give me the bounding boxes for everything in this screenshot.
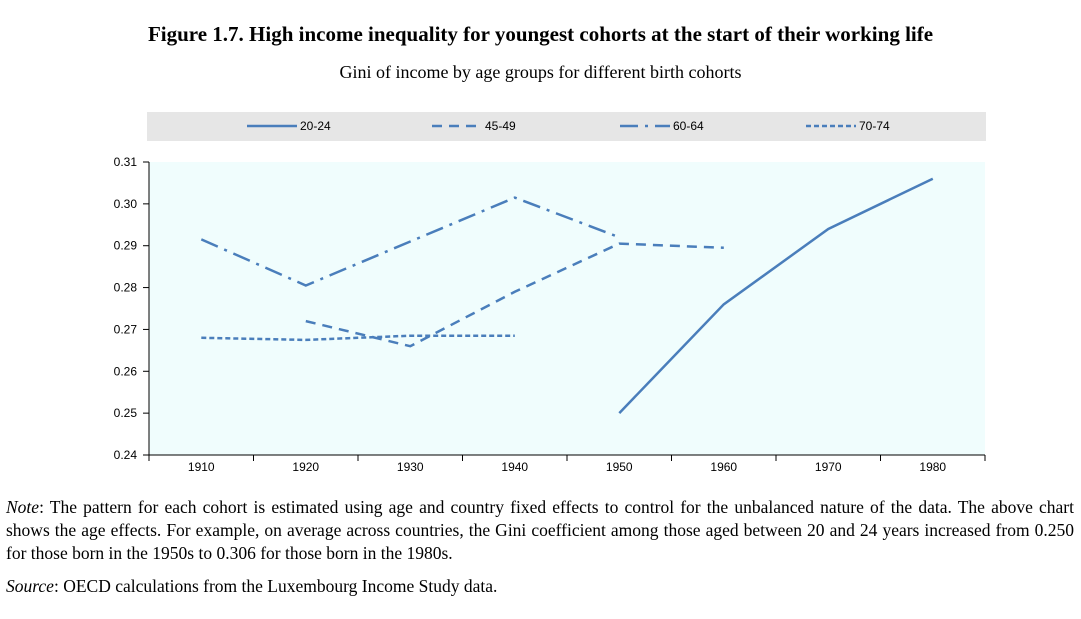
plot-area xyxy=(149,162,985,455)
y-tick-label: 0.27 xyxy=(114,322,138,336)
note-paragraph: Note: The pattern for each cohort is est… xyxy=(6,496,1074,565)
y-tick-label: 0.25 xyxy=(114,406,138,420)
x-tick-label: 1970 xyxy=(815,460,842,474)
x-tick-label: 1950 xyxy=(606,460,633,474)
x-tick-label: 1930 xyxy=(397,460,424,474)
legend: 20-24 45-49 60-64 70-74 xyxy=(247,119,890,133)
figure-title: Figure 1.7. High income inequality for y… xyxy=(147,22,934,46)
source-paragraph: Source: OECD calculations from the Luxem… xyxy=(6,575,1074,598)
y-tick-label: 0.30 xyxy=(114,197,138,211)
series-group xyxy=(200,177,934,414)
y-tick-label: 0.24 xyxy=(114,448,138,462)
x-tick-label: 1980 xyxy=(919,460,946,474)
x-tick-label: 1920 xyxy=(292,460,319,474)
series-line-45-49 xyxy=(305,242,724,348)
series-line-60-64 xyxy=(200,196,620,287)
legend-label-20-24: 20-24 xyxy=(300,119,331,133)
y-tick-label: 0.26 xyxy=(114,364,138,378)
series-line-70-74 xyxy=(201,334,515,342)
y-tick-label: 0.29 xyxy=(114,239,138,253)
legend-label-60-64: 60-64 xyxy=(673,119,704,133)
y-tick-label: 0.31 xyxy=(114,155,138,169)
x-tick-label: 1910 xyxy=(188,460,215,474)
x-tick-label: 1960 xyxy=(710,460,737,474)
source-label: Source xyxy=(6,576,54,596)
note-label: Note xyxy=(6,497,40,517)
x-tick-label: 1940 xyxy=(501,460,528,474)
axes: 0.24 0.25 0.26 0.27 0.28 0.29 0.30 0.31 1910 1920… xyxy=(114,155,986,474)
legend-label-45-49: 45-49 xyxy=(485,119,516,133)
series-line-20-24 xyxy=(618,177,934,414)
legend-label-70-74: 70-74 xyxy=(859,119,890,133)
line-chart: 20-24 45-49 60-64 70-74 0.240.250.260.270.2… xyxy=(114,112,986,474)
figure-subtitle: Gini of income by age groups for differe… xyxy=(339,62,742,82)
notes-block: Note: The pattern for each cohort is est… xyxy=(6,496,1074,608)
note-text: : The pattern for each cohort is estimat… xyxy=(6,497,1074,563)
y-tick-label: 0.28 xyxy=(114,281,138,295)
source-text: : OECD calculations from the Luxembourg … xyxy=(53,576,498,596)
